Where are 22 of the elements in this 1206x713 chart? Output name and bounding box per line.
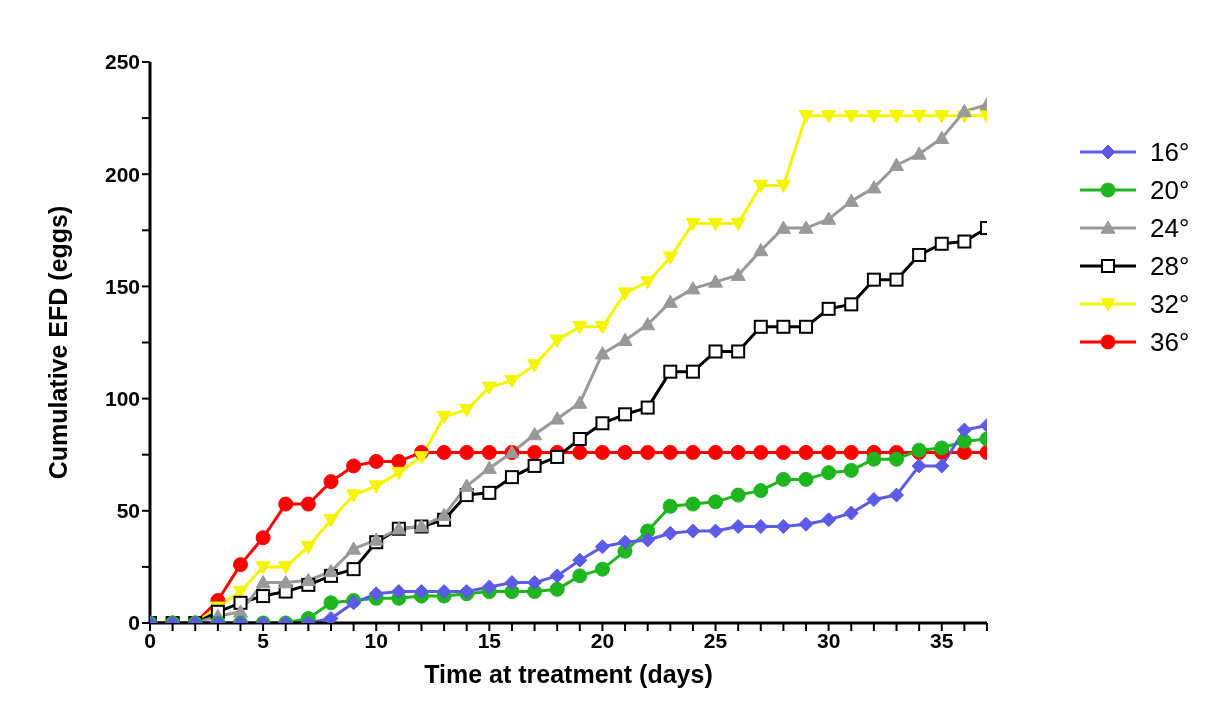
x-tick-label: 15 — [477, 628, 502, 652]
y-tick-label: 100 — [104, 387, 140, 411]
x-axis-title: Time at treatment (days) — [424, 660, 713, 688]
x-tick-label: 25 — [703, 628, 728, 652]
y-tick-label: 50 — [116, 499, 140, 523]
legend-label: 24° — [1150, 212, 1190, 244]
y-tick-label: 0 — [128, 611, 140, 635]
x-tick-label: 30 — [816, 628, 841, 652]
x-tick-label: 0 — [144, 628, 156, 652]
x-tick-label: 35 — [930, 628, 954, 652]
y-tick-label: 250 — [104, 50, 140, 74]
y-tick-label: 200 — [104, 162, 140, 186]
legend-label: 20° — [1150, 174, 1190, 206]
legend-label: 16° — [1150, 136, 1190, 168]
y-axis-title: Cumulative EFD (eggs) — [43, 205, 72, 480]
y-tick-label: 150 — [104, 274, 140, 298]
x-tick-label: 5 — [257, 628, 270, 652]
x-tick-label: 20 — [590, 628, 615, 652]
legend-label: 36° — [1150, 326, 1190, 358]
x-tick-label: 10 — [364, 628, 388, 652]
legend-label: 28° — [1150, 250, 1190, 282]
legend-label: 32° — [1150, 288, 1190, 320]
